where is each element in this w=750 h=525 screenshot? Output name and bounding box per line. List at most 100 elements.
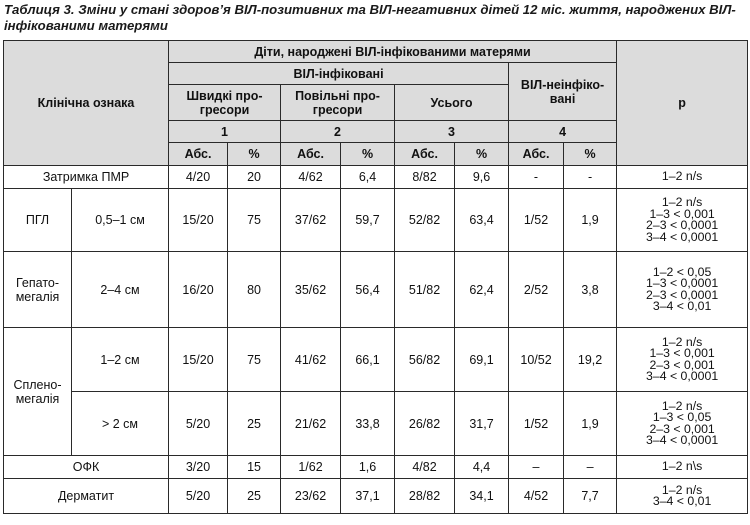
header-abs: Абс.	[508, 142, 565, 166]
p-value: 3–4 < 0,0001	[646, 433, 719, 447]
cell: 34,1	[454, 478, 510, 514]
cell: 1/52	[508, 188, 565, 252]
p-value: 2–3 < 0,0001	[646, 287, 719, 302]
p-value: 1–2 n/s	[661, 482, 703, 497]
row-label: Гепато- мегалія	[3, 251, 72, 328]
header-abs: Абс.	[280, 142, 342, 166]
cell: 56,4	[340, 251, 396, 328]
header-pct: %	[227, 142, 282, 166]
p-value-cell: 1–2 n/s 1–3 < 0,001 2–3 < 0,001 3–4 < 0,…	[616, 327, 749, 392]
cell: 63,4	[454, 188, 510, 252]
header-total: Усього	[394, 84, 510, 121]
cell: 16/20	[168, 251, 229, 328]
header-row-2: ВІЛ-інфіковані ВІЛ-неінфіко- вані	[4, 62, 748, 121]
cell: 1,9	[563, 391, 618, 456]
p-value: 1–3 < 0,001	[649, 206, 715, 221]
row-label-line1: Гепато-	[15, 275, 60, 290]
header-uninfected: ВІЛ-неінфіко- вані	[508, 62, 618, 121]
header-slow-line2: гресори	[312, 102, 363, 117]
cell: 20	[227, 165, 282, 189]
data-table: Клінічна ознака Діти, народжені ВІЛ-інфі…	[2, 40, 749, 514]
caption-text: Зміни у стані здоров’я ВІЛ-позитивних та…	[4, 2, 736, 33]
header-fast: Швидкі про- гресори	[168, 84, 282, 121]
cell: 41/62	[280, 327, 342, 392]
cell: 15	[227, 455, 282, 479]
cell: 7,7	[563, 478, 618, 514]
header-num-3: 3	[394, 120, 510, 143]
cell: 2/52	[508, 251, 565, 328]
cell: 5/20	[168, 478, 229, 514]
row-label-line2: мегалія	[15, 391, 60, 406]
table-row: Дерматит 5/20 25 23/62 37,1 28/82 34,1 4…	[2, 478, 749, 514]
table-row: ОФК 3/20 15 1/62 1,6 4/82 4,4 – – 1–2 n\…	[2, 455, 749, 479]
row-label: ПГЛ	[3, 188, 72, 252]
row-label-line2: мегалія	[15, 289, 60, 304]
cell: 10/52	[508, 327, 565, 392]
header-pct: %	[454, 142, 510, 166]
cell: 25	[227, 478, 282, 514]
cell: 15/20	[168, 188, 229, 252]
cell: 51/82	[394, 251, 456, 328]
header-num-4: 4	[508, 120, 618, 143]
cell: 3,8	[563, 251, 618, 328]
row-sublabel: 1–2 см	[70, 327, 170, 392]
table-row: > 2 см 5/20 25 21/62 33,8 26/82 31,7 1/5…	[4, 391, 749, 456]
cell: 25	[227, 391, 282, 456]
p-value: 1–2 n\s	[661, 459, 703, 474]
cell: 6,4	[340, 165, 396, 189]
cell: 59,7	[340, 188, 396, 252]
p-value: 2–3 < 0,0001	[646, 218, 719, 232]
cell: 66,1	[340, 327, 396, 392]
p-value-cell: 1–2 n\s	[616, 455, 749, 479]
header-uninfected-line2: вані	[549, 91, 576, 106]
cell: –	[563, 455, 618, 479]
p-value: 3–4 < 0,0001	[646, 369, 719, 383]
header-group: Діти, народжені ВІЛ-інфікованими матерям…	[168, 40, 618, 63]
p-value-cell: 1–2 n/s 1–3 < 0,001 2–3 < 0,0001 3–4 < 0…	[616, 188, 749, 252]
cell: 4/62	[280, 165, 342, 189]
cell: 21/62	[280, 391, 342, 456]
cell: 1,9	[563, 188, 618, 252]
p-value: 2–3 < 0,001	[649, 421, 715, 436]
header-pct: %	[563, 142, 618, 166]
cell: 28/82	[394, 478, 456, 514]
cell: 19,2	[563, 327, 618, 392]
table-row: ПГЛ 0,5–1 см 15/20 75 37/62 59,7 52/82 6…	[3, 188, 749, 252]
cell: 69,1	[454, 327, 510, 392]
cell: 8/82	[394, 165, 456, 189]
cell: 37,1	[340, 478, 396, 514]
cell: 35/62	[280, 251, 342, 328]
p-value: 1–2 n/s	[661, 334, 703, 349]
row-sublabel: 0,5–1 см	[70, 188, 170, 252]
cell: 31,7	[454, 391, 510, 456]
header-abs: Абс.	[168, 142, 229, 166]
cell: 1/52	[508, 391, 565, 456]
cell: 3/20	[168, 455, 229, 479]
cell: 26/82	[394, 391, 456, 456]
header-uninfected-line1: ВІЛ-неінфіко-	[520, 77, 605, 92]
header-row-1: Клінічна ознака Діти, народжені ВІЛ-інфі…	[2, 40, 749, 166]
header-row-4: 1 2 3 4	[4, 120, 748, 143]
cell: 62,4	[454, 251, 510, 328]
row-label: Затримка ПМР	[2, 165, 170, 189]
cell: 75	[227, 188, 282, 252]
row-label: ОФК	[2, 455, 170, 479]
cell: 4/52	[508, 478, 565, 514]
p-value: 1–2 < 0,05	[652, 264, 712, 279]
p-value: 2–3 < 0,001	[649, 357, 715, 372]
header-num-1: 1	[168, 120, 282, 143]
table-row: Затримка ПМР 4/20 20 4/62 6,4 8/82 9,6 -…	[2, 165, 749, 189]
cell: -	[563, 165, 618, 189]
row-label-line1: Сплено-	[13, 377, 62, 392]
p-value: 3–4 < 0,01	[652, 299, 712, 313]
p-value: 1–2 n/s	[661, 169, 703, 184]
header-fast-line1: Швидкі про-	[186, 88, 263, 103]
cell: 75	[227, 327, 282, 392]
cell: 80	[227, 251, 282, 328]
p-value: 3–4 < 0,0001	[646, 229, 719, 244]
p-value-cell: 1–2 n/s 1–3 < 0,05 2–3 < 0,001 3–4 < 0,0…	[616, 391, 749, 456]
header-clinical: Клінічна ознака	[2, 40, 170, 166]
p-value-cell: 1–2 n/s	[616, 165, 749, 189]
row-label: Сплено- мегалія	[3, 327, 72, 456]
header-fast-line2: гресори	[199, 102, 250, 117]
